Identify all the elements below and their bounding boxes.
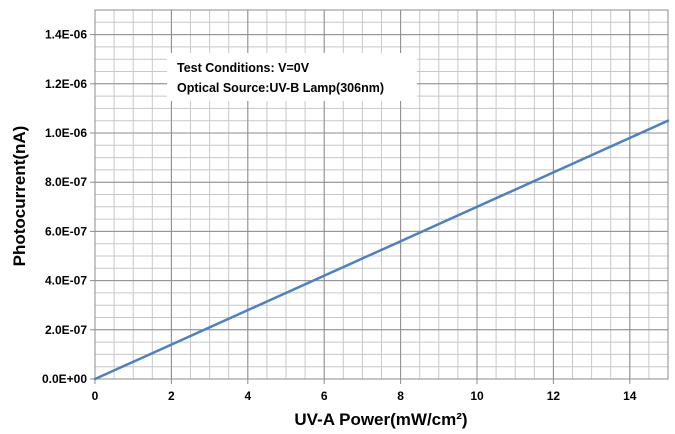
x-tick-label: 2 bbox=[168, 389, 175, 403]
y-tick-labels: 0.0E+00 2.0E-07 4.0E-07 6.0E-07 8.0E-07 1.0E-… bbox=[42, 28, 87, 386]
y-tick-label: 2.0E-07 bbox=[45, 323, 87, 337]
y-tick-label: 4.0E-07 bbox=[45, 274, 87, 288]
annotation-box: Test Conditions: V=0V Optical Source:UV-… bbox=[167, 53, 417, 101]
x-tick-label: 14 bbox=[623, 389, 637, 403]
x-tick-label: 10 bbox=[470, 389, 484, 403]
plot-area-border bbox=[94, 9, 669, 380]
x-tick-label: 4 bbox=[244, 389, 251, 403]
y-tick-label: 1.2E-06 bbox=[45, 77, 87, 91]
x-axis-title: UV-A Power(mW/cm²) bbox=[294, 410, 467, 429]
annotation-background bbox=[167, 53, 417, 101]
x-tick-label: 8 bbox=[397, 389, 404, 403]
x-tick-label: 12 bbox=[547, 389, 561, 403]
y-tick-label: 1.4E-06 bbox=[45, 28, 87, 42]
x-tick-labels: 0 2 4 6 8 10 12 14 bbox=[92, 389, 637, 403]
annotation-line-1: Test Conditions: V=0V bbox=[177, 61, 310, 75]
data-series bbox=[93, 119, 670, 381]
y-tick-label: 8.0E-07 bbox=[45, 175, 87, 189]
annotation-line-2: Optical Source:UV-B Lamp(306nm) bbox=[177, 81, 384, 95]
chart-axes bbox=[90, 9, 669, 384]
y-axis-title: Photocurrent(nA) bbox=[10, 126, 29, 267]
y-tick-label: 6.0E-07 bbox=[45, 224, 87, 238]
x-tick-label: 0 bbox=[92, 389, 99, 403]
x-tick-label: 6 bbox=[321, 389, 328, 403]
series-line bbox=[93, 119, 670, 381]
y-tick-label: 1.0E-06 bbox=[45, 126, 87, 140]
y-tick-label: 0.0E+00 bbox=[42, 372, 87, 386]
